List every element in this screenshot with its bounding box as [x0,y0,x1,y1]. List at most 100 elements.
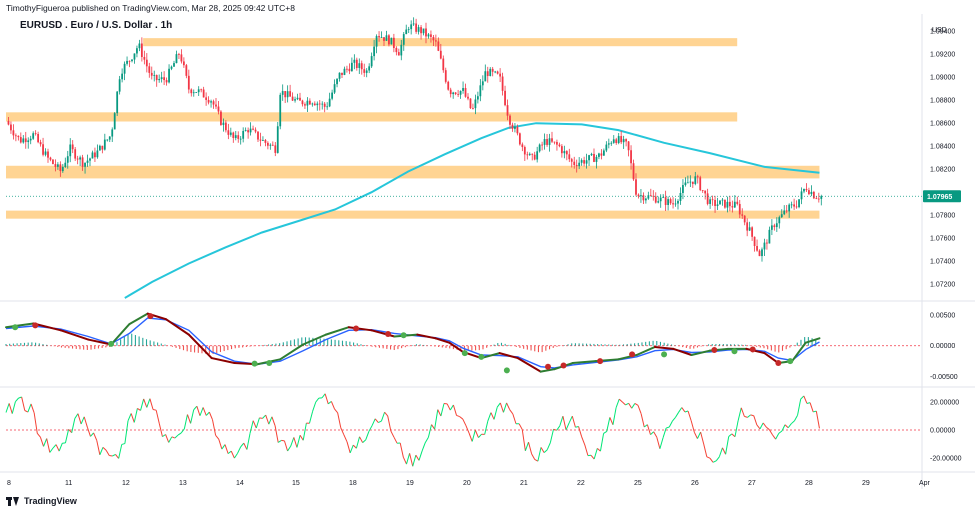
oscillator-segment [105,449,110,456]
candle-body [200,89,203,91]
candle-body [664,197,667,205]
oscillator-segment [374,418,379,423]
oscillator-segment [512,413,517,424]
candle-body [328,98,331,107]
candle-body [187,75,190,90]
oscillator-segment [668,420,673,428]
candle-body [635,179,637,195]
candle-body [751,227,754,237]
candle-body [365,70,368,73]
crossover-marker-up [400,332,407,339]
candle-body [679,192,682,201]
candle-body [180,54,183,62]
candle-body [721,199,724,201]
symbol-title[interactable]: EURUSD . Euro / U.S. Dollar . 1h [20,20,173,31]
oscillator-segment [631,403,636,409]
oscillator-segment [446,403,451,411]
oscillator-segment [393,436,398,444]
zone-zone-1.0865 [6,112,738,122]
candle-body [600,153,603,156]
candle-body [395,47,398,53]
oscillator-segment [781,424,786,432]
macd-tick-label: 0.00500 [930,312,955,319]
footer-brand[interactable]: TradingView [6,496,77,506]
candle-body [506,105,509,116]
candle-body [696,176,699,178]
oscillator-segment [696,431,702,439]
candle-body [610,142,613,144]
candle-body [284,91,287,98]
oscillator-segment [756,424,761,430]
oscillator-segment [734,420,739,437]
candle-body [598,153,600,157]
oscillator-segment [622,401,626,406]
brand-name: TradingView [24,496,77,506]
oscillator-segment [568,415,573,424]
oscillator-segment [703,443,708,457]
price-tick-label: 1.08800 [930,98,955,105]
oscillator-segment [546,442,551,450]
candle-body [44,151,47,155]
oscillator-segment [290,437,295,447]
candle-body [380,37,383,38]
candle-body [476,96,479,100]
crossover-marker-down [597,358,604,365]
oscillator-segment [650,431,654,436]
candle-body [388,35,390,45]
macd-tick-label: -0.00500 [930,374,958,381]
candle-body [410,24,413,30]
candle-body [602,150,605,156]
candle-body [585,160,588,164]
candle-body [96,150,99,158]
time-tick-label: 29 [862,480,870,487]
oscillator-segment [502,402,508,413]
candle-body [652,195,655,197]
candle-body [472,108,474,109]
candle-body [158,79,161,81]
candle-body [442,58,445,71]
candle-body [583,160,586,164]
oscillator-segment [252,420,257,429]
oscillator-segment [180,428,185,434]
candle-body [706,193,709,204]
candle-body [775,223,778,228]
candle-body [39,142,42,145]
candle-body [271,144,274,146]
oscillator-segment [693,431,698,439]
macd-line-segment [745,347,766,355]
macd-line-segment [5,322,35,329]
oscillator-segment [665,426,670,429]
candle-body [724,199,726,208]
oscillator-segment [678,407,683,413]
oscillator-segment [462,418,467,426]
macd-line-segment [539,368,556,373]
candle-body [546,139,548,145]
candle-body [264,140,267,143]
candle-body [773,225,776,228]
candle-body [808,190,810,195]
oscillator-segment [384,411,389,417]
candle-body [289,91,292,97]
candle-body [148,66,151,73]
candle-body [56,164,59,167]
candle-body [286,91,289,98]
oscillator-segment [296,435,301,448]
crossover-marker-down [560,362,567,369]
candle-body [378,36,380,38]
price-tick-label: 1.09200 [930,52,955,59]
candle-body [304,104,306,106]
candle-body [491,68,494,72]
candle-body [202,89,205,98]
candle-body [281,91,284,95]
candle-body [197,89,200,93]
oscillator-segment [506,402,511,410]
candle-body [716,204,719,206]
oscillator-segment [797,399,802,416]
candle-body [266,142,269,146]
candle-body [185,65,188,76]
oscillator-segment [52,444,57,449]
candle-body [126,60,128,64]
candle-body [207,99,210,103]
candle-body [259,139,262,141]
candle-body [459,90,462,95]
